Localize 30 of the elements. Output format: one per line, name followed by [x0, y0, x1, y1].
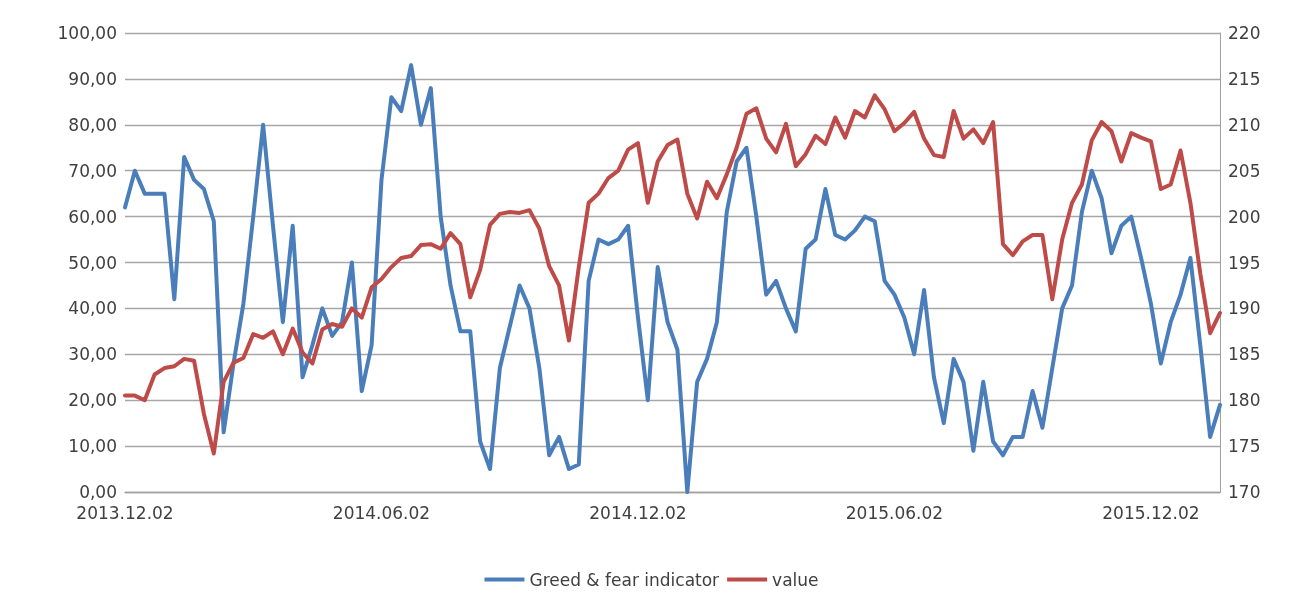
- y-tick-label: 0,00: [79, 482, 117, 502]
- y-tick-label: 70,00: [68, 160, 117, 181]
- y-tick-label: 100,00: [57, 23, 117, 43]
- y2-tick-label: 185: [1228, 344, 1261, 365]
- legend-label: value: [772, 569, 819, 590]
- x-tick-label: 2013.12.02: [76, 502, 174, 523]
- y2-tick-label: 190: [1228, 298, 1261, 319]
- y-tick-label: 80,00: [68, 114, 117, 135]
- y-tick-label: 20,00: [68, 390, 117, 411]
- x-tick-label: 2015.06.02: [845, 502, 944, 523]
- y2-tick-label: 195: [1228, 252, 1261, 273]
- y2-tick-label: 215: [1228, 68, 1261, 89]
- y2-tick-label: 175: [1228, 436, 1261, 457]
- y-tick-label: 10,00: [68, 436, 117, 457]
- y-tick-label: 50,00: [68, 252, 117, 273]
- y2-tick-label: 220: [1228, 23, 1261, 43]
- y2-tick-label: 200: [1228, 206, 1261, 227]
- x-tick-label: 2014.12.02: [589, 502, 687, 523]
- y2-tick-label: 170: [1228, 482, 1261, 502]
- x-tick-label: 2014.06.02: [332, 502, 431, 523]
- y-tick-label: 30,00: [68, 344, 117, 365]
- y2-tick-label: 205: [1228, 160, 1261, 181]
- y-tick-label: 60,00: [68, 206, 117, 227]
- line-series: [123, 93, 1222, 456]
- y-tick-label: 40,00: [68, 298, 117, 319]
- y2-tick-label: 210: [1228, 114, 1261, 135]
- y2-tick-label: 180: [1228, 390, 1261, 411]
- x-tick-label: 2015.12.02: [1102, 502, 1200, 523]
- y-tick-label: 90,00: [68, 68, 117, 89]
- legend-label: Greed & fear indicator: [529, 569, 720, 590]
